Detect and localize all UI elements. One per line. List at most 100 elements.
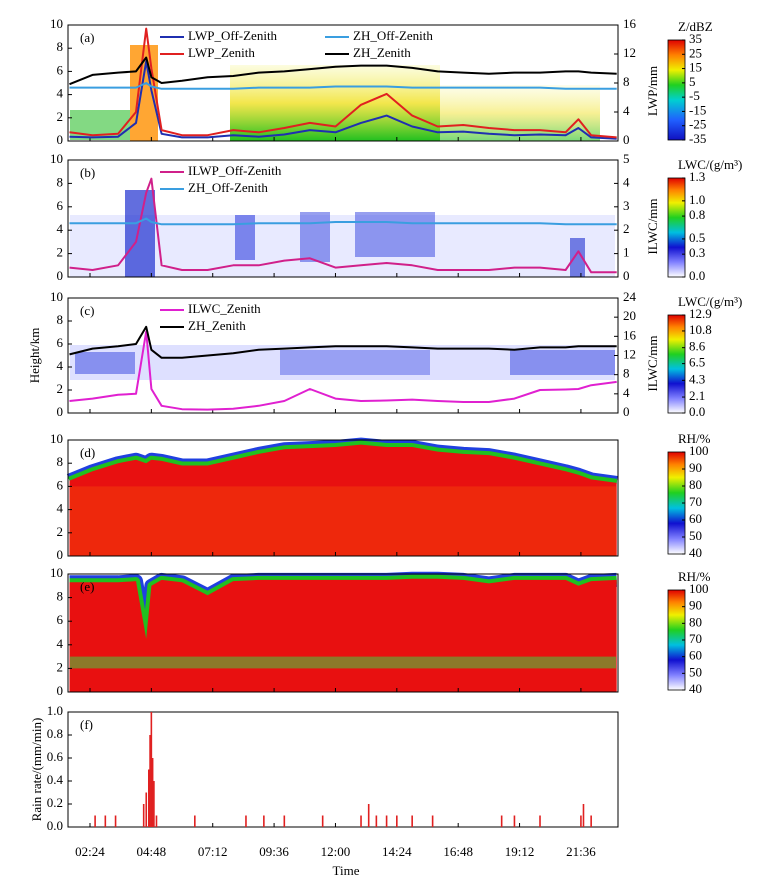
colorbar-tick-label: 80 (689, 477, 702, 492)
colorbar-tick-label: 70 (689, 494, 702, 509)
y-tick-label: 8 (57, 39, 64, 54)
rain-bar (580, 815, 582, 827)
series-line (69, 330, 617, 411)
colorbar-tick-label: 90 (689, 460, 702, 475)
y2-tick-label: 8 (623, 366, 630, 381)
rain-bar (194, 815, 196, 827)
colorbar-title: Z/dBZ (678, 19, 713, 34)
y2-tick-label: 16 (623, 16, 637, 31)
rain-bar (396, 815, 398, 827)
colorbar-title: RH/% (678, 431, 711, 446)
colorbar-tick-label: -25 (689, 117, 706, 132)
rain-bar (151, 758, 154, 827)
rain-bar (153, 781, 155, 827)
panel: 0 2 4 6 8 10 0 4 8 12 16 (a) LWP/mm LWP_Off-Zenith LWP… (50, 16, 713, 147)
panel-label: (c) (80, 303, 94, 318)
y-tick-label: 10 (50, 16, 63, 31)
y2-axis-label: ILWC/mm (645, 198, 660, 254)
y2-tick-label: 20 (623, 308, 636, 323)
y-axis-label: Height/km (27, 328, 42, 384)
plot-frame (67, 573, 619, 693)
rain-bar (114, 815, 117, 827)
rain-bar (375, 815, 378, 827)
panel-label: (e) (80, 579, 94, 594)
y-tick-label: 4 (57, 86, 64, 101)
colorbar (667, 39, 686, 141)
rain-bar (590, 815, 592, 827)
colorbar-tick-label: 25 (689, 45, 702, 60)
legend-label: LWP_Zenith (188, 45, 255, 60)
rain-bar (145, 792, 148, 827)
rain-bar (360, 815, 362, 827)
rain-bar (245, 815, 247, 827)
series-line (69, 177, 617, 274)
colorbar-tick-label: 100 (689, 443, 709, 458)
colorbar-tick-label: 12.9 (689, 306, 712, 321)
y-tick-label: 8 (57, 589, 64, 604)
rain-bar (539, 815, 541, 827)
y-tick-label: 0.0 (47, 818, 63, 833)
colorbar-title: RH/% (678, 569, 711, 584)
rain-bar (500, 815, 503, 827)
y-tick-label: 0.2 (47, 795, 63, 810)
y-tick-label: 0 (57, 683, 64, 698)
colorbar-tick-label: -5 (689, 88, 700, 103)
y-tick-label: 4 (57, 501, 64, 516)
y2-tick-label: 4 (623, 385, 630, 400)
moist-stripes (70, 486, 616, 556)
panel-label: (f) (80, 717, 93, 732)
rain-bar (94, 815, 96, 827)
y-tick-label: 2 (57, 381, 64, 396)
colorbar-tick-label: 90 (689, 598, 702, 613)
field-c (70, 345, 615, 380)
rh-band (68, 440, 618, 487)
series-line (69, 56, 617, 86)
x-tick-label: 16:48 (443, 844, 473, 859)
rain-bar (142, 804, 145, 827)
colorbar-tick-label: 2.1 (689, 388, 705, 403)
colorbar-tick-label: 5 (689, 74, 696, 89)
y-tick-label: 0 (57, 268, 64, 283)
rain-bar (367, 804, 370, 827)
colorbar-tick-label: -35 (689, 131, 706, 146)
rain-bar (149, 735, 151, 827)
colorbar-tick-label: 1.0 (689, 192, 705, 207)
y-tick-label: 6 (57, 612, 64, 627)
y2-tick-label: 8 (623, 74, 630, 89)
x-tick-label: 04:48 (137, 844, 167, 859)
y-tick-label: 8 (57, 174, 64, 189)
colorbar-tick-label: 15 (689, 60, 702, 75)
colorbar-tick-label: 0.5 (689, 230, 705, 245)
rain-bar (155, 815, 158, 827)
y-tick-label: 2 (57, 524, 64, 539)
colorbar-title: LWC/(g/m³) (678, 157, 742, 172)
x-axis-label: Time (333, 863, 360, 878)
y2-tick-label: 1 (623, 245, 630, 260)
colorbar-tick-label: 50 (689, 528, 702, 543)
legend-label: ILWP_Off-Zenith (188, 163, 282, 178)
y-tick-label: 10 (50, 565, 63, 580)
y-tick-label: 6 (57, 335, 64, 350)
plot-frame (67, 159, 619, 278)
colorbar-tick-label: 80 (689, 614, 702, 629)
y2-tick-label: 0 (623, 268, 630, 283)
x-tick-label: 09:36 (259, 844, 289, 859)
panel-label: (d) (80, 445, 95, 460)
rain-bar (150, 712, 153, 827)
y2-axis-label: LWP/mm (645, 66, 660, 116)
colorbar-tick-label: 60 (689, 648, 702, 663)
rain-bar (321, 815, 324, 827)
y2-tick-label: 24 (623, 289, 637, 304)
colorbar-tick-label: 4.3 (689, 371, 705, 386)
series-line (69, 60, 617, 140)
y-tick-label: 10 (50, 289, 63, 304)
y-tick-label: 0.6 (47, 749, 64, 764)
x-tick-label: 07:12 (198, 844, 228, 859)
y-axis-label: Rain rate/(mm/min) (29, 718, 44, 822)
legend-label: ZH_Off-Zenith (188, 180, 268, 195)
colorbar-title: LWC/(g/m³) (678, 294, 742, 309)
y-tick-label: 0.4 (47, 772, 64, 787)
panel: 0 2 4 6 8 10 (d) RH/%100 90 80 70 60 50 40 (50, 431, 711, 562)
legend-label: ZH_Off-Zenith (353, 28, 433, 43)
